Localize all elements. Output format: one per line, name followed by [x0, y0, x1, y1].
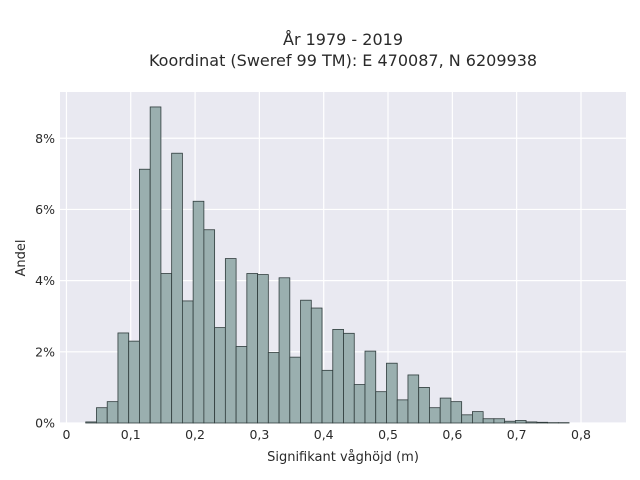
histogram-bar [386, 362, 398, 424]
histogram-bar [439, 397, 452, 424]
histogram-bar [310, 307, 323, 424]
x-axis-label: Signifikant våghöjd (m) [267, 450, 419, 465]
x-tick-label: 0,2 [185, 427, 205, 442]
histogram-bar [203, 229, 216, 424]
histogram-bar [289, 356, 301, 424]
histogram-bar [493, 418, 506, 424]
x-tick-label: 0,5 [378, 427, 398, 442]
histogram-bar [267, 352, 280, 424]
x-tick-label: 0,6 [442, 427, 462, 442]
bars [85, 106, 570, 424]
histogram-bar [181, 300, 194, 424]
histogram-bar [332, 328, 344, 424]
histogram-bar [396, 399, 409, 424]
histogram-bar [536, 421, 548, 424]
x-tick-label: 0,7 [507, 427, 527, 442]
histogram-bar [343, 332, 355, 424]
histogram-bar [171, 152, 183, 424]
chart-title: År 1979 - 2019 [283, 30, 403, 49]
x-tick-label: 0,4 [314, 427, 334, 442]
y-tick-label: 6% [35, 202, 55, 217]
x-tick-label: 0 [62, 427, 70, 442]
histogram-bar [418, 387, 430, 424]
histogram-bar [450, 401, 463, 424]
histogram-bar [85, 421, 97, 424]
histogram-bar [192, 200, 205, 424]
x-axis-ticks: 0 0,1 0,2 0,3 0,4 0,5 0,6 0,7 0,8 [62, 427, 591, 442]
x-tick-label: 0,3 [249, 427, 269, 442]
x-tick-label: 0,8 [571, 427, 591, 442]
histogram-bar [117, 332, 130, 424]
histogram-bar [407, 374, 420, 424]
histogram-bar [214, 327, 226, 424]
histogram-bar [128, 340, 140, 424]
y-tick-label: 8% [35, 131, 55, 146]
histogram-bar [504, 420, 516, 424]
histogram-bar [246, 273, 258, 424]
histogram-bar [106, 401, 119, 424]
histogram-bar [160, 273, 173, 424]
histogram-bar [96, 407, 108, 424]
histogram-bar [525, 421, 538, 424]
histogram-bar [224, 258, 237, 424]
histogram-bar [429, 407, 441, 424]
histogram-bar [278, 277, 291, 424]
chart-subtitle: Koordinat (Sweref 99 TM): E 470087, N 62… [149, 51, 537, 70]
y-tick-label: 0% [35, 416, 55, 431]
histogram-bar [139, 168, 151, 424]
y-axis-label: Andel [14, 240, 29, 277]
histogram-bar [235, 346, 248, 424]
histogram-bar [353, 384, 366, 424]
y-axis-ticks: 0% 2% 4% 6% 8% [35, 131, 55, 431]
histogram-bar [482, 418, 495, 424]
histogram-bar [364, 350, 377, 424]
histogram-bar [257, 274, 269, 424]
x-tick-label: 0,1 [121, 427, 141, 442]
histogram-bar [375, 391, 387, 424]
y-tick-label: 4% [35, 273, 55, 288]
histogram-bar [321, 369, 334, 424]
histogram-bar [461, 414, 473, 424]
histogram-bar [472, 411, 484, 424]
histogram-bar [514, 420, 527, 424]
y-tick-label: 2% [35, 344, 55, 359]
histogram-bar [149, 106, 162, 424]
histogram-bar [300, 299, 312, 424]
